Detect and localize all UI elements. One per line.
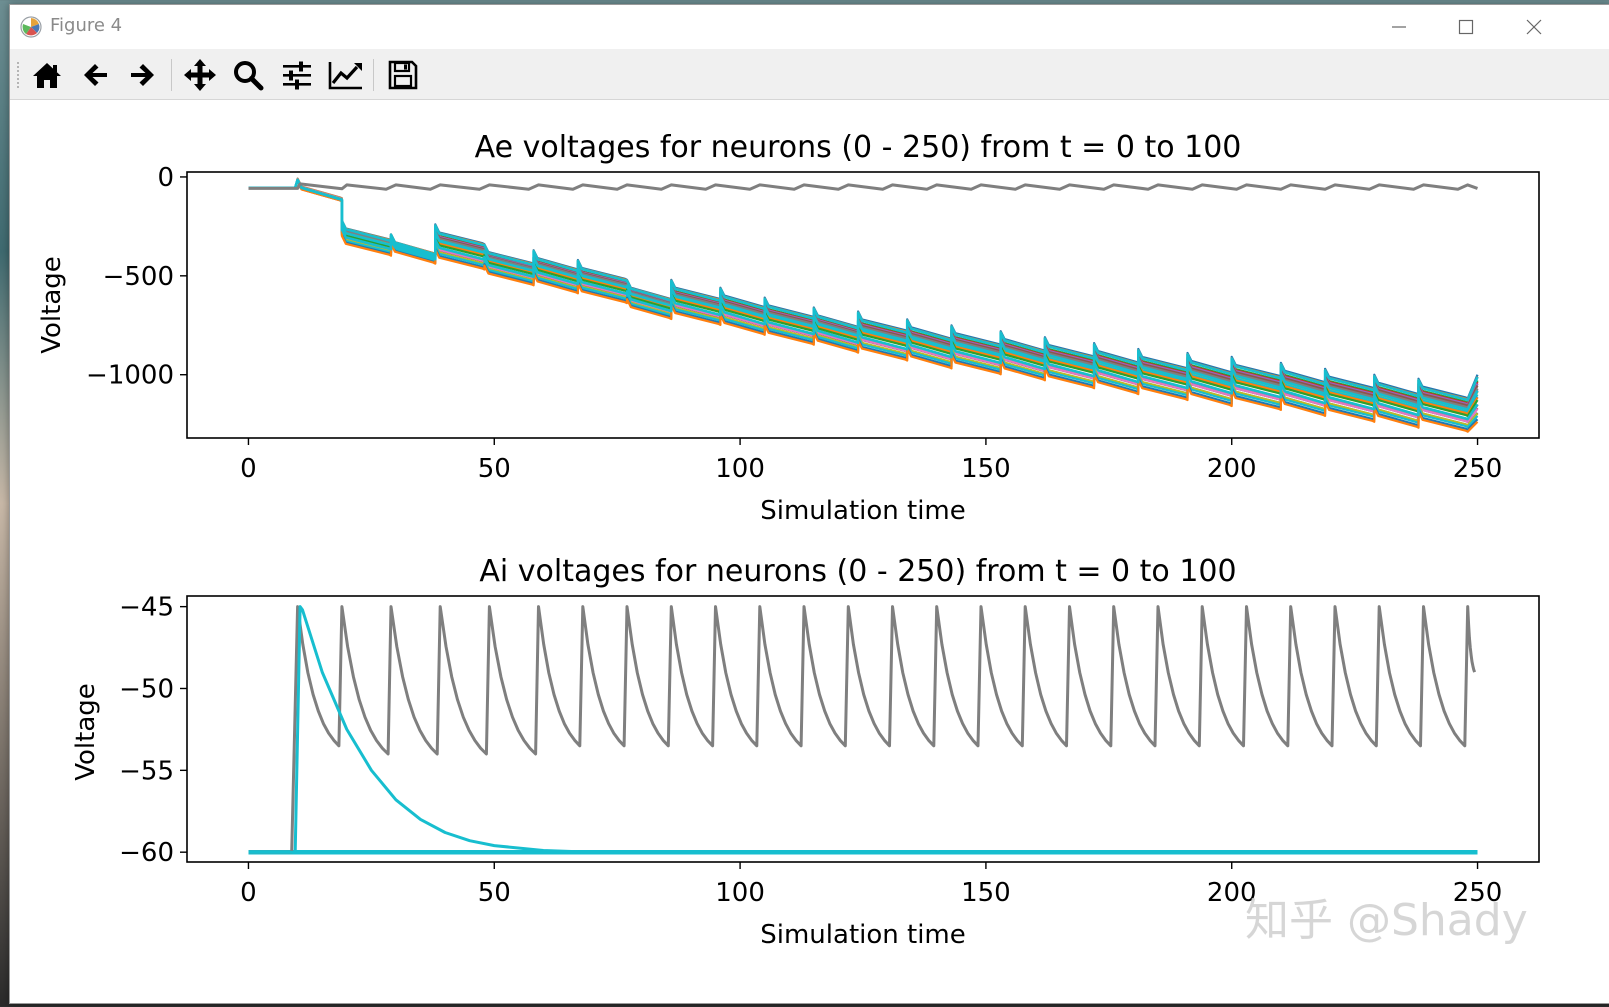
x-axis: 0 50 100 150 200 250 [240, 438, 1502, 484]
pan-icon [184, 59, 216, 91]
ae-neuron-line [248, 180, 1479, 433]
x-tick-label: 150 [961, 454, 1011, 484]
edit-axis-icon [328, 62, 362, 90]
x-tick-label: 250 [1453, 878, 1503, 908]
window-title: Figure 4 [50, 15, 123, 36]
ae-gray-neuron-line [248, 182, 1479, 191]
y-tick-label: 0 [157, 163, 174, 193]
close-button[interactable] [1500, 5, 1568, 49]
x-tick-label: 50 [478, 878, 511, 908]
ae-neuron-line [248, 178, 1479, 402]
x-axis: 0 50 100 150 200 250 [240, 862, 1502, 908]
matplotlib-logo-icon [20, 16, 42, 38]
maximize-button[interactable] [1432, 5, 1500, 49]
y-tick-label: −55 [119, 756, 174, 786]
zoom-icon [234, 61, 264, 91]
axes-frame [186, 595, 1540, 863]
configure-subplots-icon [283, 61, 311, 90]
y-axis: 0 −500 −1000 [86, 163, 187, 391]
save-icon [388, 60, 418, 90]
x-axis-label: Simulation time [760, 496, 966, 526]
edit-axis-button[interactable] [326, 56, 366, 94]
back-button[interactable] [75, 56, 115, 94]
forward-button[interactable] [123, 56, 163, 94]
toolbar-separator [171, 59, 172, 91]
x-tick-label: 200 [1207, 878, 1257, 908]
plot-lines [248, 177, 1479, 433]
ae-neuron-line [248, 179, 1479, 431]
y-tick-label: −60 [119, 838, 174, 868]
y-tick-label: −500 [103, 262, 174, 292]
y-axis: −45 −50 −55 −60 [119, 593, 187, 868]
maximize-icon [1458, 19, 1474, 35]
ae-neuron-line [248, 180, 1479, 404]
home-icon [33, 63, 61, 88]
toolbar-separator [373, 59, 374, 91]
ae-neuron-line [248, 178, 1479, 401]
y-tick-label: −50 [119, 674, 174, 704]
ae-neuron-line [248, 178, 1479, 406]
figure-canvas: Ae voltages for neurons (0 - 250) from t… [37, 130, 1540, 950]
y-axis-label: Voltage [71, 683, 101, 781]
ai-cyan-neuron-line [248, 605, 1478, 854]
x-tick-label: 0 [240, 878, 257, 908]
x-tick-label: 100 [715, 878, 765, 908]
x-tick-label: 250 [1453, 454, 1503, 484]
watermark: 知乎 @Shady [1245, 895, 1528, 946]
y-tick-label: −45 [119, 593, 174, 623]
navigation-toolbar [10, 49, 1609, 100]
minimize-icon [1392, 26, 1406, 28]
ai-voltages-axes[interactable]: Ai voltages for neurons (0 - 250) from t… [71, 554, 1540, 950]
y-tick-label: −1000 [86, 361, 174, 391]
pan-button[interactable] [180, 56, 220, 94]
x-tick-label: 50 [478, 454, 511, 484]
forward-arrow-icon [131, 64, 154, 86]
chart-title: Ai voltages for neurons (0 - 250) from t… [479, 554, 1236, 589]
chart-title: Ae voltages for neurons (0 - 250) from t… [475, 130, 1242, 165]
title-bar[interactable]: Figure 4 [10, 5, 1609, 49]
axes-frame [186, 171, 1540, 439]
minimize-button[interactable] [1365, 5, 1433, 49]
x-axis-label: Simulation time [760, 920, 966, 950]
close-icon [1526, 19, 1542, 35]
x-tick-label: 200 [1207, 454, 1257, 484]
configure-subplots-button[interactable] [277, 56, 317, 94]
save-button[interactable] [383, 56, 423, 94]
y-axis-label: Voltage [37, 256, 67, 354]
zoom-button[interactable] [228, 56, 268, 94]
plot-lines [248, 605, 1478, 855]
x-tick-label: 100 [715, 454, 765, 484]
ai-gray-neuron-line [248, 605, 1477, 854]
home-button[interactable] [27, 56, 67, 94]
ae-neuron-line [248, 178, 1479, 421]
ae-neuron-line [248, 179, 1479, 405]
toolbar-grip[interactable] [16, 61, 20, 89]
ae-neuron-line [248, 178, 1479, 400]
back-arrow-icon [84, 64, 107, 86]
x-tick-label: 0 [240, 454, 257, 484]
figure-window: Figure 4 [9, 4, 1609, 1004]
x-tick-label: 150 [961, 878, 1011, 908]
ae-voltages-axes[interactable]: Ae voltages for neurons (0 - 250) from t… [37, 130, 1540, 526]
